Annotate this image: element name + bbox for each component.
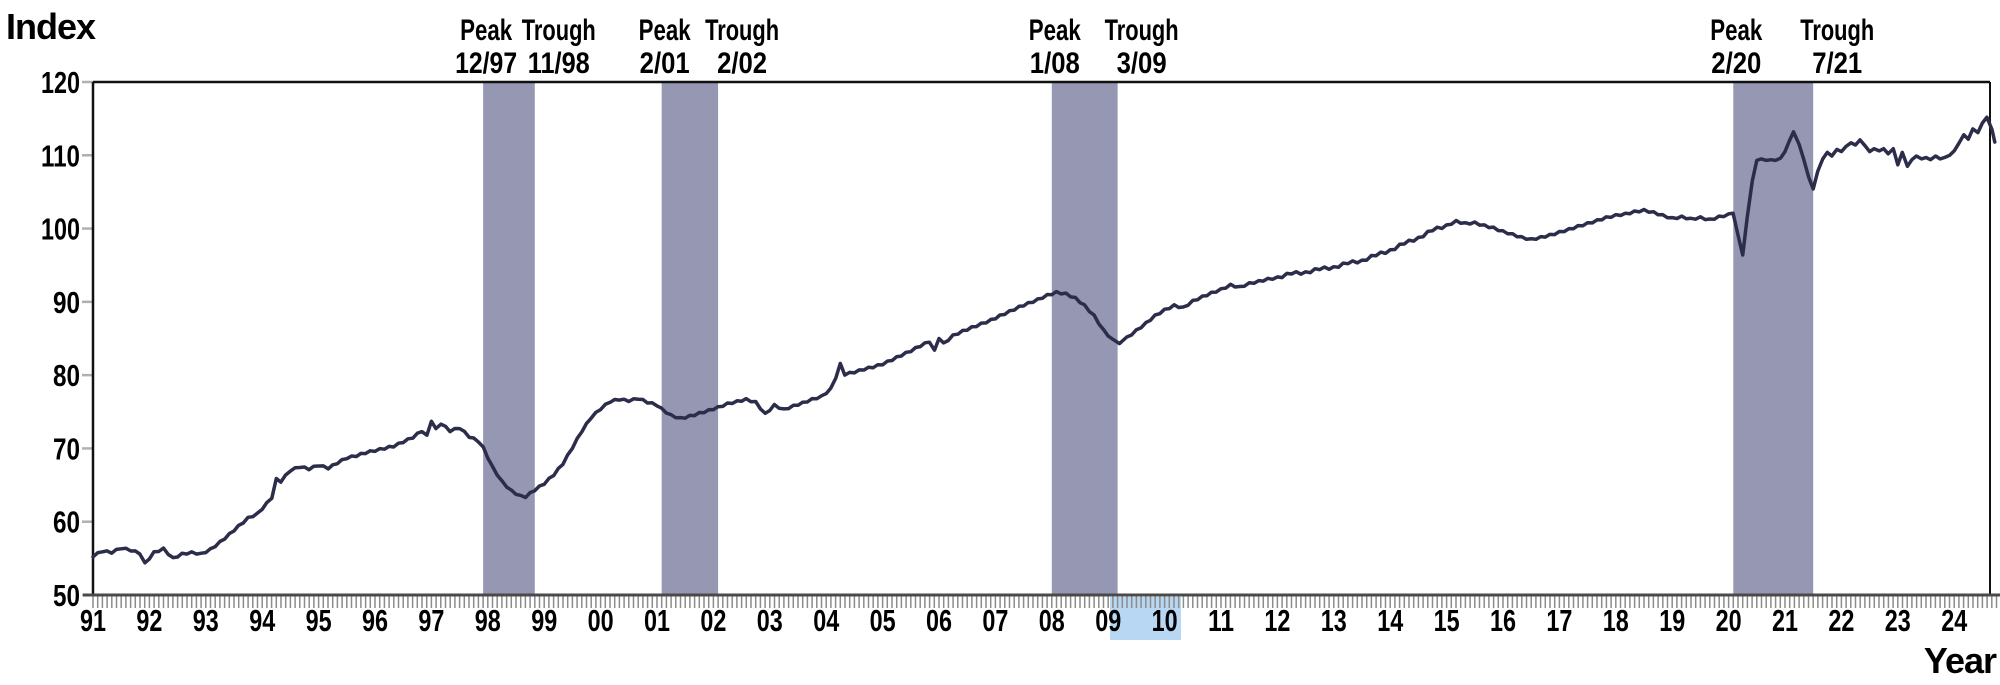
x-axis-label: 14: [1377, 603, 1404, 638]
recession-band: [1051, 83, 1118, 594]
x-axis-label: 05: [870, 603, 896, 638]
trough-label: Trough: [705, 14, 779, 47]
x-axis-label: 18: [1603, 603, 1629, 638]
y-axis-label: 120: [41, 65, 80, 100]
peak-label: Peak: [1029, 14, 1081, 47]
y-axis-label: 80: [53, 358, 80, 393]
x-axis-label: 94: [249, 603, 276, 638]
x-axis-label: 98: [475, 603, 501, 638]
x-axis-label: 08: [1039, 603, 1065, 638]
x-axis-label: 23: [1885, 603, 1911, 638]
x-axis-label: 24: [1941, 603, 1968, 638]
peak-label: Peak: [1710, 14, 1762, 47]
y-axis-label: 60: [53, 505, 80, 540]
x-axis-label: 96: [362, 603, 388, 638]
trough-date-label: 3/09: [1117, 47, 1167, 80]
x-axis-label: 04: [813, 603, 840, 638]
y-axis-label: 90: [53, 285, 80, 320]
x-axis-label: 99: [531, 603, 557, 638]
peak-label: Peak: [460, 14, 512, 47]
x-axis-label: 13: [1321, 603, 1347, 638]
x-axis-label: 07: [982, 603, 1008, 638]
x-axis-label: 95: [306, 603, 332, 638]
y-axis-label: 50: [53, 578, 80, 613]
y-axis-title: Index: [6, 6, 96, 47]
y-axis-label: 70: [53, 431, 80, 466]
x-axis-label: 00: [588, 603, 614, 638]
x-axis-label: 11: [1208, 603, 1234, 638]
peak-date-label: 2/01: [640, 47, 690, 80]
peak-date-label: 1/08: [1030, 47, 1080, 80]
index-line: [91, 115, 1997, 565]
x-axis-label: 91: [80, 603, 106, 638]
y-axis-label: 110: [41, 138, 80, 173]
trough-date-label: 7/21: [1812, 47, 1862, 80]
x-axis-label: 15: [1434, 603, 1460, 638]
x-axis-label: 12: [1264, 603, 1290, 638]
trough-label: Trough: [1800, 14, 1874, 47]
x-axis-label: 02: [700, 603, 726, 638]
x-axis-title: Year: [1923, 640, 1997, 681]
month-tick-comb: [92, 596, 1998, 608]
x-axis-label: 22: [1828, 603, 1854, 638]
trough-label: Trough: [1105, 14, 1179, 47]
x-axis-label: 09: [1095, 603, 1121, 638]
peak-date-label: 2/20: [1711, 47, 1761, 80]
x-axis-label: 17: [1546, 603, 1572, 638]
trough-date-label: 2/02: [717, 47, 767, 80]
x-axis-label: 97: [418, 603, 444, 638]
x-axis-label: 92: [136, 603, 162, 638]
x-axis-label: 20: [1716, 603, 1742, 638]
trough-date-label: 11/98: [528, 47, 590, 80]
recession-band: [1733, 83, 1814, 594]
x-axis-label: 10: [1152, 603, 1178, 638]
y-axis-label: 100: [41, 212, 80, 247]
x-axis-label: 01: [644, 603, 670, 638]
x-axis-label: 06: [926, 603, 952, 638]
peak-date-label: 12/97: [455, 47, 517, 80]
recession-band: [483, 83, 535, 594]
x-axis-label: 21: [1772, 603, 1798, 638]
x-axis-label: 19: [1659, 603, 1685, 638]
x-axis-label: 03: [757, 603, 783, 638]
x-axis-label: 16: [1490, 603, 1516, 638]
x-axis-label: 93: [193, 603, 219, 638]
recession-band: [661, 83, 719, 594]
trough-label: Trough: [522, 14, 596, 47]
peak-label: Peak: [639, 14, 691, 47]
